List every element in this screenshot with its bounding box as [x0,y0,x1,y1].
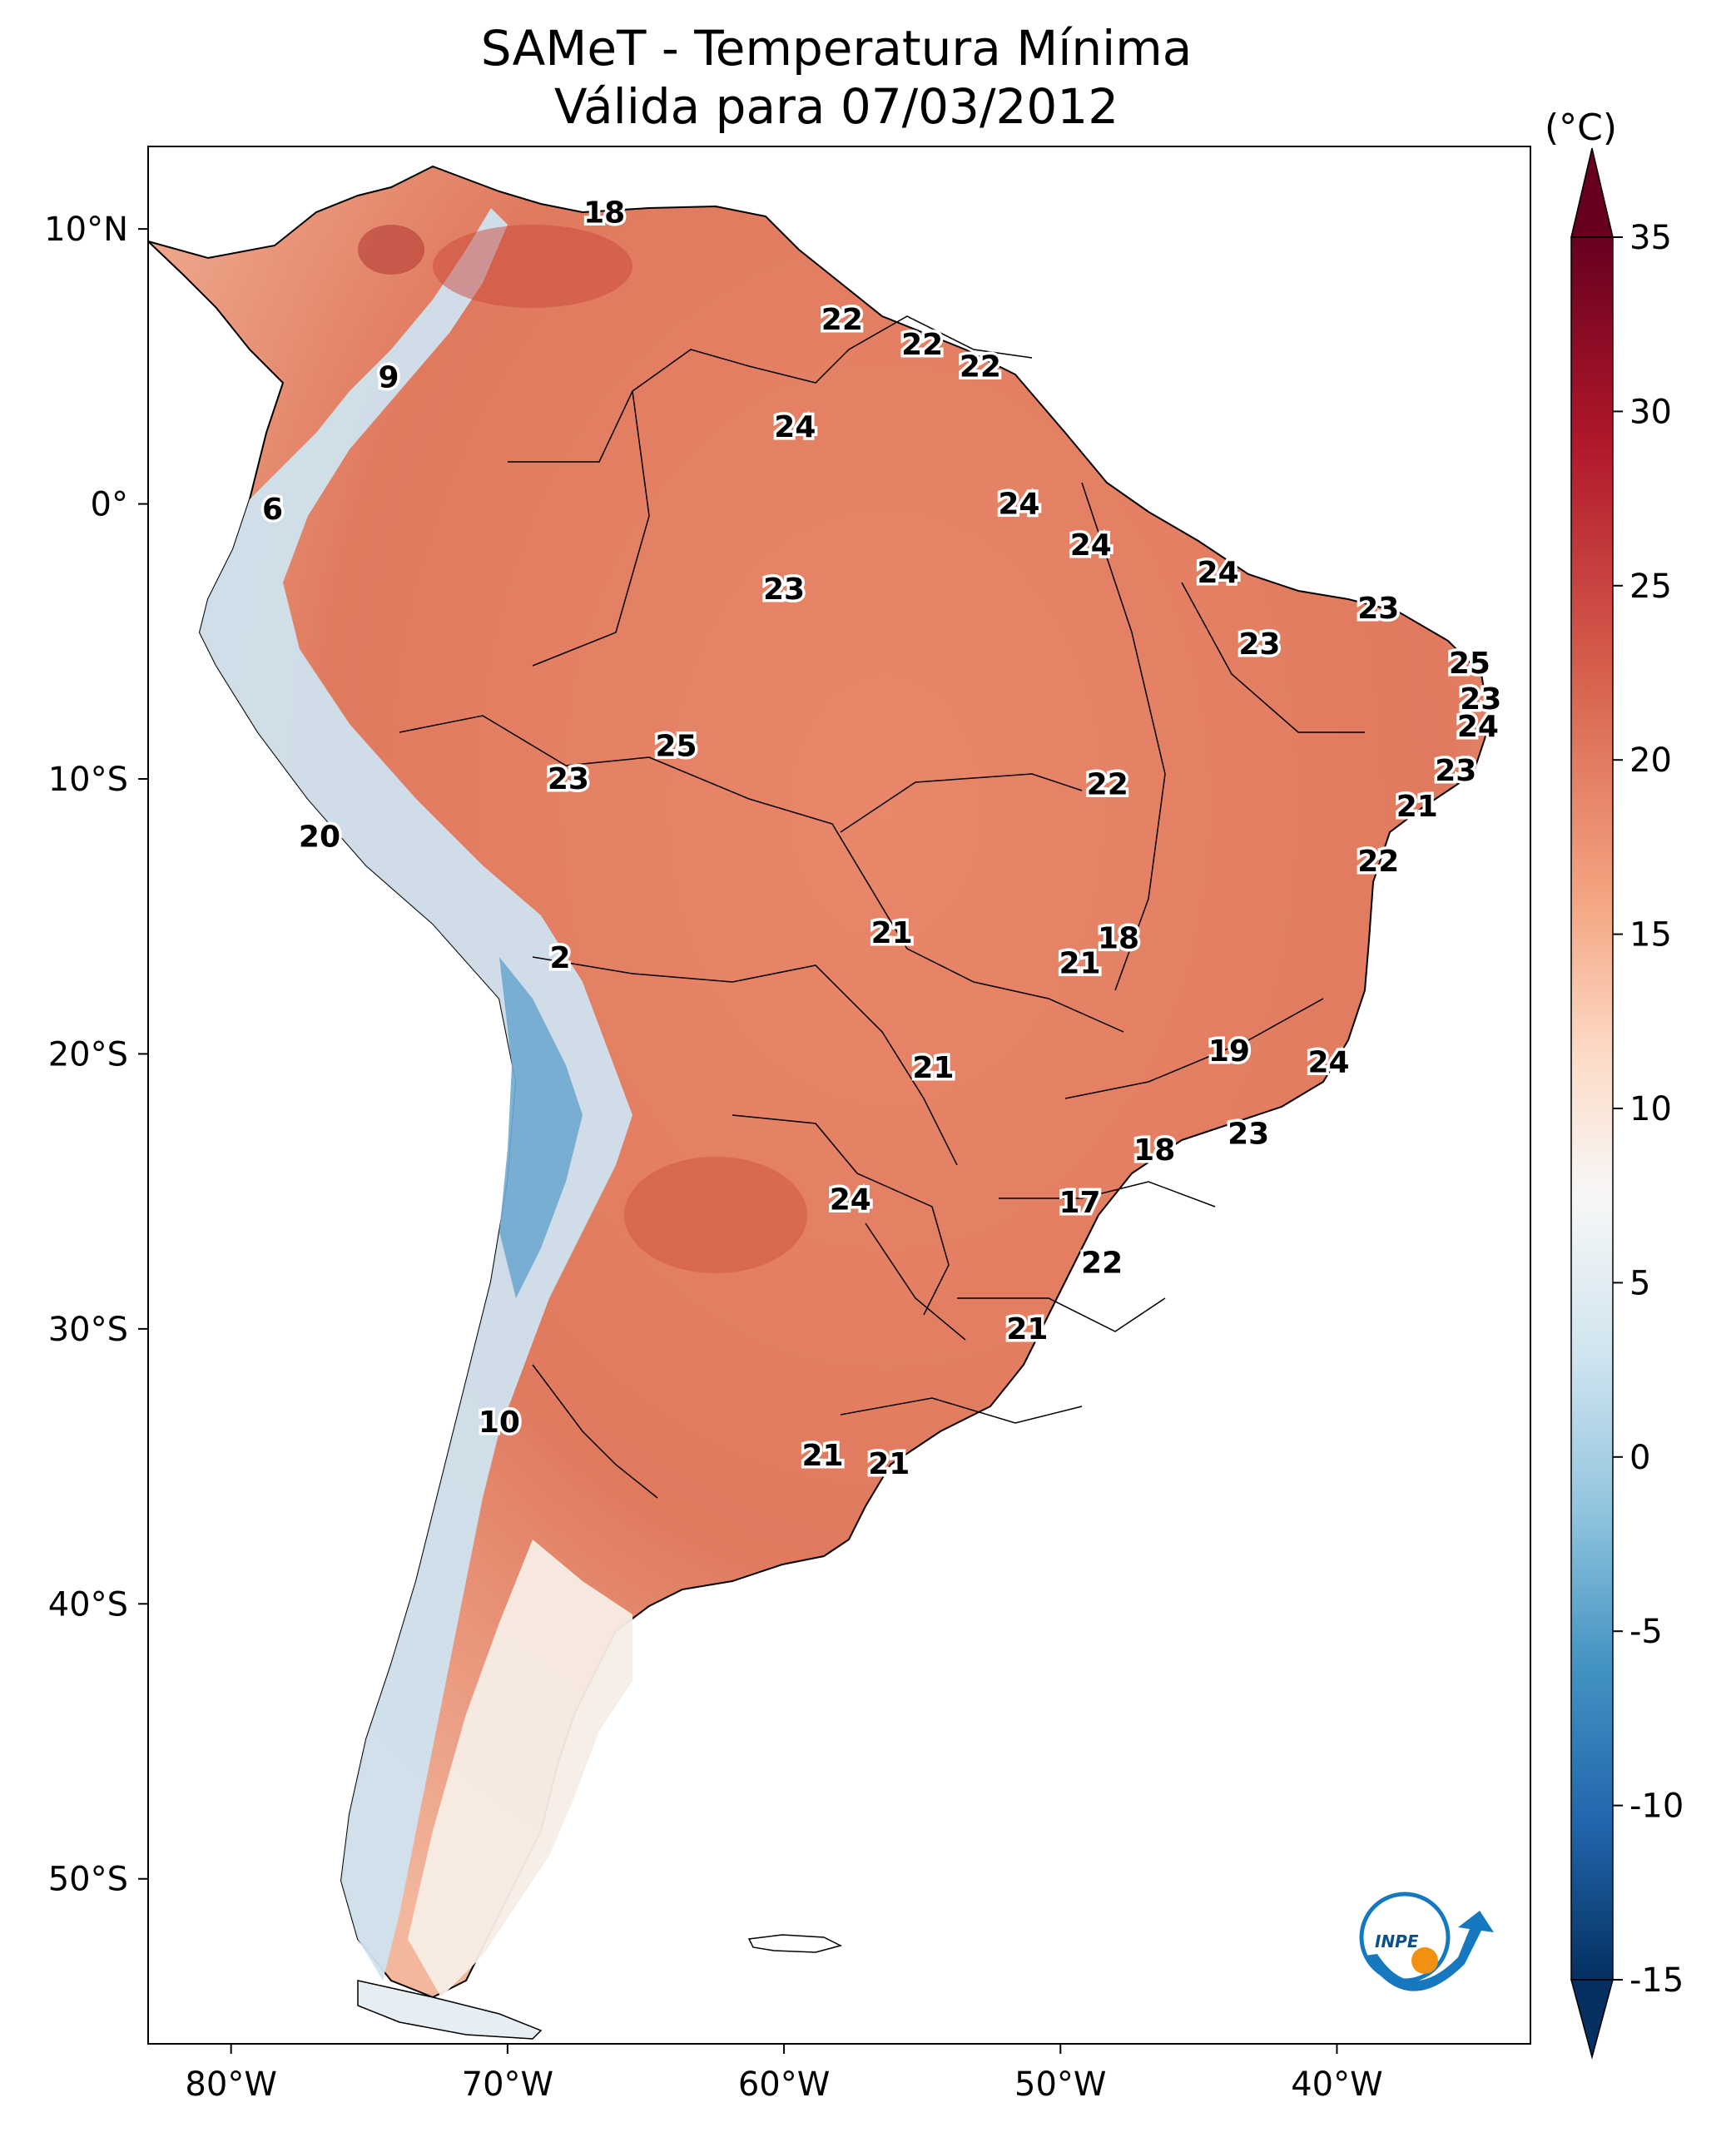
colorbar-tick-label: 10 [1629,1090,1672,1128]
colorbar-tick-label: 0 [1629,1439,1650,1477]
lat-tick-label: 20°S [48,1035,128,1074]
temperature-label: 17 [1059,1186,1100,1220]
temperature-label: 18 [1098,922,1139,956]
temperature-label: 23 [1238,627,1280,662]
temperature-label: 9 [378,361,399,395]
temperature-label: 23 [763,573,805,607]
temperature-label: 23 [548,762,589,796]
colorbar [1570,147,1614,2060]
colorbar-tick-label: 35 [1629,219,1672,257]
temperature-label: 23 [1228,1117,1269,1151]
lon-tick-label: 60°W [738,2065,830,2104]
country-borders [399,315,1365,1499]
lon-tick-label: 40°W [1291,2065,1382,2104]
colorbar-tick-label: 20 [1629,741,1672,780]
temperature-label: 22 [901,328,943,362]
temperature-label: 25 [1449,647,1490,681]
temperature-label: 22 [1081,1247,1123,1281]
temperature-label: 23 [1460,682,1501,717]
temperature-label: 22 [1087,768,1128,802]
temperature-label: 23 [1435,754,1476,788]
chart-subtitle: Válida para 07/03/2012 [553,78,1119,135]
lat-tick-label: 40°S [48,1585,128,1624]
inpe-logo: INPE [1359,1892,1494,1991]
temperature-label: 18 [583,196,625,230]
colorbar-tick-label: 5 [1629,1264,1650,1302]
lat-tick-label: 10°S [48,761,128,799]
temperature-label: 21 [868,1447,910,1481]
temperature-label: 24 [774,410,816,444]
colorbar-tick-label: -5 [1629,1613,1663,1651]
lat-tick-label: 50°S [48,1861,128,1899]
temperature-label: 22 [1357,845,1399,879]
temperature-label: 21 [912,1051,954,1085]
temperature-label: 18 [1133,1133,1175,1168]
temperature-label: 20 [299,820,340,854]
inpe-logo-text: INPE [1375,1931,1419,1951]
temperature-label: 23 [1357,592,1399,626]
temperature-label: 21 [871,916,913,950]
temperature-label: 19 [1208,1034,1250,1069]
temperature-label: 24 [998,488,1039,522]
lon-tick-label: 50°W [1014,2065,1106,2104]
temperature-label: 22 [821,303,863,337]
lon-tick-label: 80°W [185,2065,276,2104]
temperature-label: 24 [1457,710,1499,744]
colorbar-tick-label: 25 [1629,568,1672,606]
temperature-label: 24 [1307,1045,1349,1079]
lat-tick-label: 10°N [44,211,128,249]
temperature-label: 2 [549,941,570,975]
temperature-label: 22 [960,350,1001,384]
temperature-label: 6 [262,493,283,527]
colorbar-tick-label: -15 [1629,1961,1684,2000]
colorbar-tick-label: 15 [1629,916,1672,955]
colorbar-unit: (°C) [1545,107,1618,149]
temperature-label: 10 [479,1406,520,1440]
lon-tick-label: 70°W [462,2065,553,2104]
temperature-label: 21 [1006,1312,1048,1346]
lat-tick-label: 30°S [48,1311,128,1349]
lat-tick-label: 0° [91,486,128,524]
temperature-label: 24 [830,1183,871,1217]
temperature-label: 21 [802,1439,844,1473]
temperature-label: 25 [655,729,697,763]
temperature-label: 21 [1396,790,1438,824]
temperature-label: 24 [1198,556,1239,590]
chart-title: SAMeT - Temperatura Mínima [480,20,1193,77]
colorbar-tick-label: 30 [1629,393,1672,431]
temperature-label: 21 [1059,946,1100,980]
temperature-label: 24 [1070,528,1112,563]
south-america-landmass [147,165,1491,2040]
colorbar-tick-label: -10 [1629,1788,1684,1826]
